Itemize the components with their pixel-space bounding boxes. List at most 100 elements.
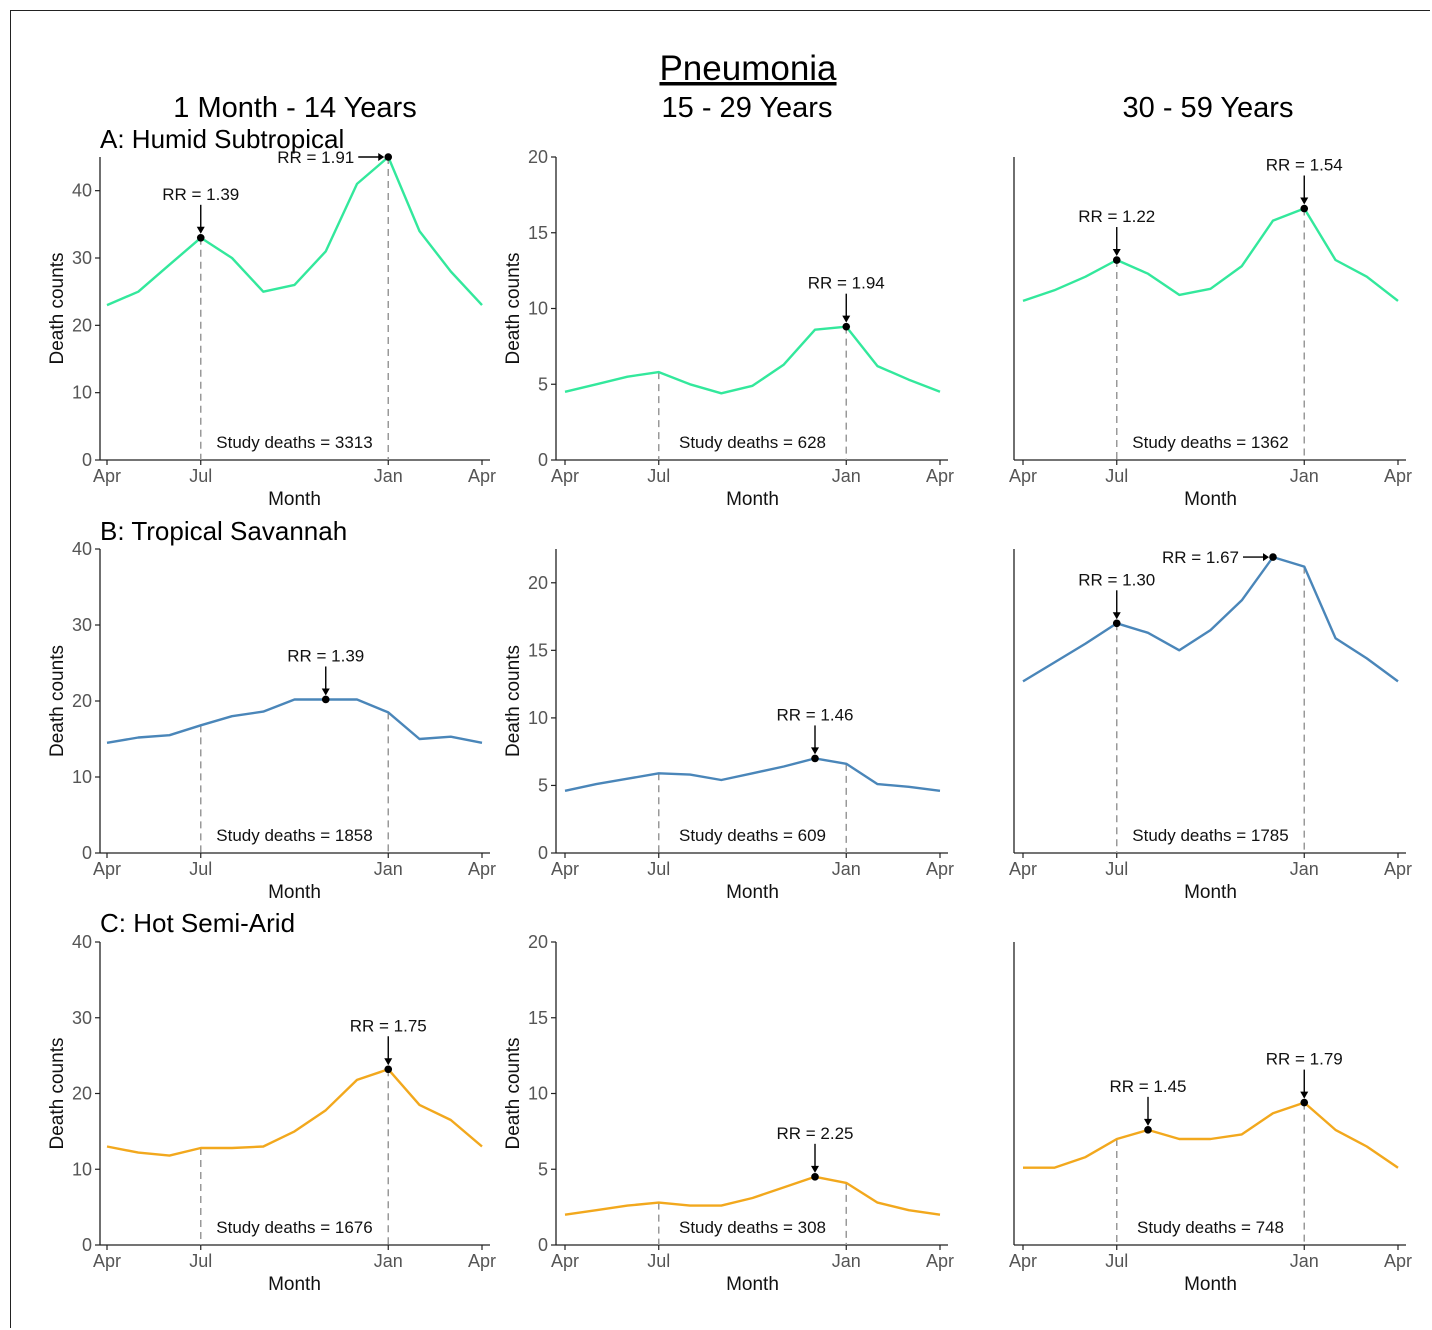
rr-annotation: RR = 2.25: [776, 1124, 853, 1143]
y-tick-label: 10: [72, 767, 92, 787]
y-tick-label: 15: [528, 223, 548, 243]
column-title-3: 30 - 59 Years: [1123, 92, 1294, 124]
y-axis-title: Death counts: [47, 253, 68, 365]
x-tick-label: Apr: [93, 1251, 121, 1271]
y-tick-label: 20: [528, 573, 548, 593]
x-axis-title: Month: [1184, 882, 1237, 903]
x-tick-label: Apr: [551, 859, 579, 879]
x-tick-label: Apr: [468, 466, 496, 486]
row-title-a: A: Humid Subtropical: [100, 124, 344, 154]
peak-point: [196, 234, 205, 242]
panel-b-3: Apr Jul Jan Apr Month RR = 1.30 RR = 1.67 Study…: [1009, 548, 1412, 903]
rr-annotation: RR = 1.67: [1162, 548, 1239, 567]
x-axis-title: Month: [268, 489, 321, 510]
x-axis-title: Month: [1184, 1274, 1237, 1295]
series-line: [1022, 555, 1399, 683]
study-deaths-label: Study deaths = 1858: [216, 826, 372, 845]
series-line: [1023, 1101, 1399, 1169]
y-tick-label: 0: [538, 450, 548, 470]
peak-point: [384, 1065, 393, 1074]
panel-c-1: 0 10 20 30 40 Apr Jul Jan Apr Month Death counts RR…: [47, 932, 496, 1295]
annotation-arrow-head: [1144, 1118, 1152, 1126]
peak-point: [811, 754, 819, 763]
annotation-arrow-head: [384, 1058, 393, 1066]
x-tick-label: Jul: [1105, 1251, 1128, 1271]
series-line: [106, 698, 483, 744]
annotation-arrow-head: [811, 1165, 819, 1173]
x-axis-title: Month: [1184, 489, 1237, 510]
column-title-1: 1 Month - 14 Years: [173, 92, 416, 124]
x-tick-label: Jan: [374, 1251, 403, 1271]
series-line: [564, 757, 941, 792]
y-tick-label: 30: [72, 1008, 92, 1028]
x-axis-title: Month: [726, 489, 779, 510]
figure-title: Pneumonia: [659, 49, 837, 88]
y-tick-label: 0: [538, 1235, 548, 1255]
x-tick-label: Apr: [1384, 859, 1412, 879]
rr-annotation: RR = 1.39: [162, 185, 239, 204]
x-axis-title: Month: [268, 882, 321, 903]
y-tick-label: 30: [72, 248, 92, 268]
study-deaths-label: Study deaths = 1785: [1132, 826, 1288, 845]
x-tick-label: Apr: [551, 1251, 579, 1271]
peak-point: [384, 153, 393, 161]
y-axis-title: Death counts: [503, 1038, 524, 1150]
panel-a-1: 0 10 20 30 40 Apr Jul Jan Apr Month Death counts RR…: [47, 148, 496, 510]
study-deaths-label: Study deaths = 748: [1137, 1218, 1284, 1237]
rr-annotation: RR = 1.46: [776, 705, 853, 724]
annotation-arrow-head: [321, 688, 330, 696]
y-tick-label: 0: [82, 843, 92, 863]
annotation-arrow-head: [842, 315, 851, 323]
x-tick-label: Jan: [1290, 1251, 1319, 1271]
y-tick-label: 5: [538, 775, 548, 795]
peak-point: [1300, 204, 1309, 213]
y-tick-label: 20: [72, 691, 92, 711]
y-tick-label: 5: [538, 1159, 548, 1179]
peak-point: [842, 322, 851, 331]
x-axis-title: Month: [726, 882, 779, 903]
x-tick-label: Apr: [926, 1251, 954, 1271]
y-axis-title: Death counts: [47, 645, 68, 757]
y-axis-title: Death counts: [503, 645, 524, 757]
rr-annotation: RR = 1.75: [350, 1016, 427, 1035]
y-tick-label: 40: [72, 932, 92, 952]
x-tick-label: Jul: [1105, 466, 1128, 486]
x-tick-label: Apr: [1009, 859, 1037, 879]
study-deaths-label: Study deaths = 609: [679, 826, 826, 845]
series-line: [564, 1175, 941, 1216]
x-tick-label: Jan: [1290, 859, 1319, 879]
rr-annotation: RR = 1.91: [277, 148, 354, 167]
peak-point: [1112, 256, 1121, 264]
study-deaths-label: Study deaths = 628: [679, 433, 826, 452]
y-tick-label: 0: [82, 450, 92, 470]
x-tick-label: Jul: [1105, 859, 1128, 879]
y-tick-label: 15: [528, 1008, 548, 1028]
rr-annotation: RR = 1.45: [1109, 1077, 1186, 1096]
y-tick-label: 5: [538, 374, 548, 394]
rr-annotation: RR = 1.22: [1078, 207, 1155, 226]
x-tick-label: Apr: [1384, 1251, 1412, 1271]
y-tick-label: 40: [72, 539, 92, 559]
peak-point: [1300, 1098, 1309, 1107]
x-tick-label: Apr: [1009, 1251, 1037, 1271]
x-tick-label: Apr: [468, 1251, 496, 1271]
study-deaths-label: Study deaths = 1676: [216, 1218, 372, 1237]
y-tick-label: 10: [528, 1084, 548, 1104]
annotation-arrow-head: [1300, 197, 1309, 205]
x-tick-label: Apr: [926, 466, 954, 486]
panel-a-2: 0 5 10 15 20 Apr Jul Jan Apr Month Death counts RR …: [503, 147, 954, 510]
peak-point: [1112, 619, 1121, 628]
y-tick-label: 30: [72, 615, 92, 635]
panel-a-3: Apr Jul Jan Apr Month RR = 1.22 RR = 1.54 Study…: [1009, 156, 1412, 510]
x-tick-label: Apr: [468, 859, 496, 879]
rr-annotation: RR = 1.39: [287, 646, 364, 665]
x-tick-label: Jan: [832, 1251, 861, 1271]
x-tick-label: Apr: [93, 466, 121, 486]
annotation-arrow-head: [811, 747, 819, 755]
x-tick-label: Jan: [374, 466, 403, 486]
peak-point: [811, 1173, 819, 1181]
x-tick-label: Apr: [551, 466, 579, 486]
peak-point: [1269, 553, 1277, 561]
column-title-2: 15 - 29 Years: [662, 92, 833, 124]
